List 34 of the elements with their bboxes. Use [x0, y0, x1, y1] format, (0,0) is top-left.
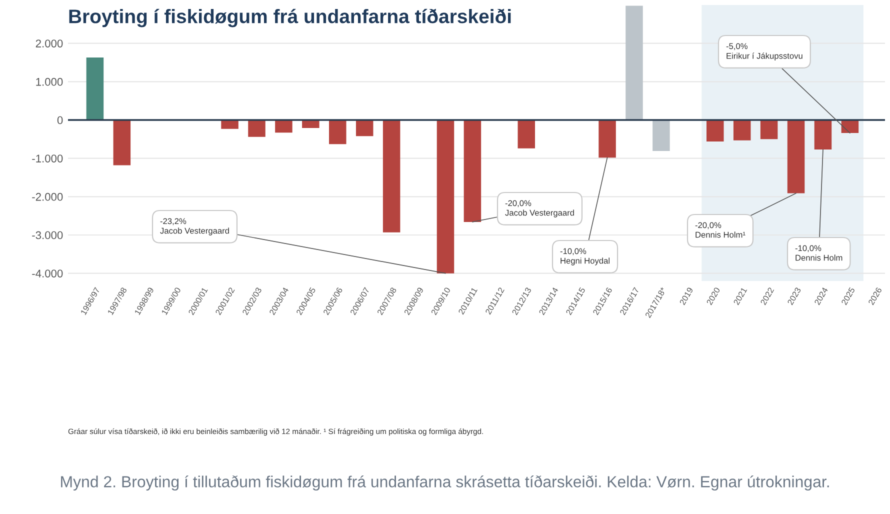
annotation: -10,0% Dennis Holm	[795, 245, 842, 261]
y-tick-label: -1.000	[32, 154, 63, 162]
y-tick-label: -2.000	[32, 192, 63, 201]
y-tick-label: -3.000	[32, 231, 63, 240]
bar	[248, 120, 266, 137]
bar	[275, 120, 292, 133]
bar	[221, 120, 238, 129]
annotation: -23,2% Jacob Vestergaard	[160, 218, 229, 236]
bar	[464, 120, 482, 222]
bar	[329, 120, 346, 144]
bar	[626, 6, 643, 120]
y-tick-label: -4.000	[32, 270, 63, 278]
y-tick-label: 0	[57, 116, 63, 124]
bar	[518, 120, 536, 148]
bar	[760, 120, 778, 140]
y-tick-label: 2.000	[36, 40, 63, 48]
bar	[356, 120, 374, 136]
bar	[382, 120, 400, 232]
chart-title: Broyting í fiskidøgum frá undanfarna tíðarskeiði	[69, 8, 511, 28]
bar	[436, 120, 454, 274]
annotation: -10,0% Hegni Hoydal	[560, 248, 610, 266]
annotation: -20,0% Jacob Vestergaard	[505, 200, 574, 218]
text: Mynd 2. Broyting í tillutaðum fiskidøgum frá undanfarna skrásetta tíðarskeiði. Kelda: Vørn. Egnar útrokningar.	[61, 475, 829, 491]
annotation: -5,0% Eirikur í Jákupsstovu	[726, 43, 802, 60]
bar	[733, 120, 751, 140]
bar	[598, 120, 616, 158]
bar	[814, 120, 832, 150]
bar	[652, 120, 670, 152]
bar	[113, 120, 131, 166]
bar	[706, 120, 724, 142]
bar	[787, 120, 805, 194]
annotation: -20,0% Dennis Holm¹	[695, 222, 746, 238]
y-tick-label: 1.000	[36, 78, 63, 86]
bar	[86, 58, 104, 120]
